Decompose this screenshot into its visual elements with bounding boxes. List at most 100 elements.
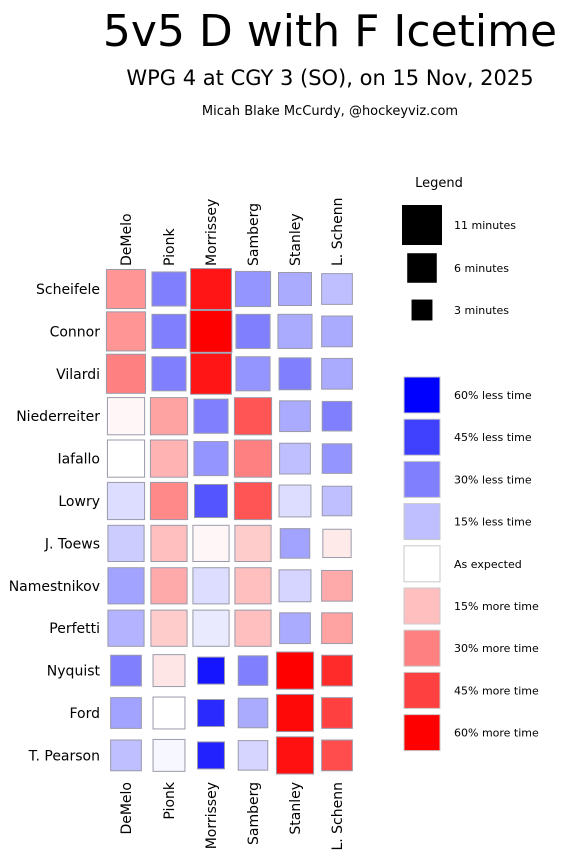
legend-color-label: 30% less time (454, 473, 532, 486)
row-label: Namestnikov (9, 579, 100, 595)
heatmap-cell (193, 483, 229, 519)
heatmap-cell (278, 569, 312, 603)
column-label-bottom: Stanley (288, 782, 304, 835)
heatmap-cell (149, 481, 189, 521)
legend-size-label: 6 minutes (454, 262, 509, 275)
heatmap-cell (321, 443, 353, 474)
row-label: Perfetti (49, 621, 100, 637)
heatmap-cell (150, 567, 188, 605)
heatmap-cell (235, 313, 271, 349)
row-label: Nyquist (47, 664, 101, 680)
column-label-bottom: L. Schenn (330, 782, 346, 851)
heatmap-cell (234, 270, 272, 308)
legend-color-swatch (403, 460, 441, 498)
column-label-top: Morrissey (204, 199, 220, 266)
legend-color-swatch (403, 587, 441, 625)
heatmap-cell (321, 357, 353, 390)
heatmap-cell (275, 651, 315, 690)
heatmap-cell (279, 442, 311, 475)
heatmap-cell (321, 400, 353, 432)
heatmap-cell (233, 481, 273, 521)
legend-size-label: 3 minutes (454, 304, 509, 317)
row-label: Scheifele (36, 282, 100, 298)
heatmap-cell (190, 268, 232, 310)
heatmap-cell (107, 609, 145, 647)
chart-subtitle: WPG 4 at CGY 3 (SO), on 15 Nov, 2025 (126, 66, 534, 90)
heatmap-cell (105, 353, 147, 394)
heatmap-cell (149, 439, 189, 478)
row-label: Lowry (58, 494, 100, 510)
legend-color-label: 60% more time (454, 727, 539, 740)
heatmap-cell (150, 524, 188, 562)
row-label: Iafallo (57, 452, 100, 468)
column-label-bottom: Morrissey (204, 782, 220, 849)
column-label-bottom: DeMelo (119, 782, 135, 835)
heatmap-cell (151, 356, 187, 392)
legend-color-label: 45% less time (454, 431, 532, 444)
heatmap-cell (237, 740, 269, 771)
heatmap-cell (106, 397, 146, 436)
legend-title: Legend (415, 176, 463, 191)
heatmap-cell (321, 697, 353, 729)
row-label: Connor (50, 324, 101, 340)
heatmap-cell (275, 736, 315, 775)
column-label-top: Samberg (246, 203, 262, 266)
heatmap-cell (234, 567, 272, 605)
heatmap-cell (197, 699, 225, 727)
legend-color-swatch (403, 418, 441, 456)
heatmap-cell (321, 485, 353, 517)
heatmap-cell (107, 567, 145, 605)
chart-author: Micah Blake McCurdy, @hockeyviz.com (201, 104, 459, 119)
legend-color-swatch (403, 671, 441, 709)
row-label: Niederreiter (16, 409, 100, 425)
column-label-top: L. Schenn (330, 197, 346, 266)
heatmap-cell (321, 739, 353, 772)
legend-color-label: As expected (454, 558, 522, 571)
heatmap-cell (197, 741, 225, 770)
heatmap-cell (277, 313, 313, 349)
legend-color-label: 60% less time (454, 389, 532, 402)
heatmap-cell (233, 397, 273, 436)
heatmap-cell (321, 273, 353, 305)
heatmap-cell (277, 271, 313, 307)
heatmap-cell (152, 696, 186, 730)
legend-color-swatch (403, 545, 441, 583)
heatmap-cell (237, 655, 269, 686)
heatmap-cell (105, 268, 147, 310)
legend-color-label: 15% less time (454, 516, 532, 529)
heatmap-cell (234, 609, 272, 647)
column-label-bottom: Samberg (246, 782, 262, 845)
heatmap-cell (233, 439, 273, 478)
legend-size-swatch (407, 253, 437, 283)
heatmap-cell (106, 481, 146, 521)
heatmap-cell (150, 609, 188, 647)
heatmap-cell (151, 313, 187, 349)
chart-title: 5v5 D with F Icetime (102, 6, 558, 57)
legend-color-swatch (403, 376, 441, 414)
legend-size-swatch (411, 299, 433, 321)
heatmap-cell (151, 271, 187, 307)
heatmap-cell (152, 738, 186, 772)
heatmap-cell (275, 693, 315, 733)
column-label-top: Pionk (162, 228, 178, 266)
column-label-top: DeMelo (119, 213, 135, 266)
heatmap-cell (152, 654, 186, 688)
heatmap-cell (321, 654, 353, 687)
row-label: J. Toews (44, 536, 100, 552)
heatmap-cell (279, 400, 311, 433)
heatmap-cell (105, 311, 147, 352)
heatmap-cell (193, 441, 229, 477)
legend-color-label: 15% more time (454, 600, 539, 613)
legend-color-label: 45% more time (454, 684, 539, 697)
heatmap-cell (321, 612, 353, 645)
legend-color-label: 30% more time (454, 642, 539, 655)
heatmap-cell (237, 697, 269, 729)
row-label: Ford (69, 706, 100, 722)
heatmap-cell (110, 697, 142, 729)
heatmap-cell (192, 524, 230, 562)
heatmap-cell (278, 357, 312, 391)
heatmap-cell (110, 739, 142, 772)
heatmap-cell (279, 612, 311, 645)
heatmap-cell (192, 609, 230, 647)
